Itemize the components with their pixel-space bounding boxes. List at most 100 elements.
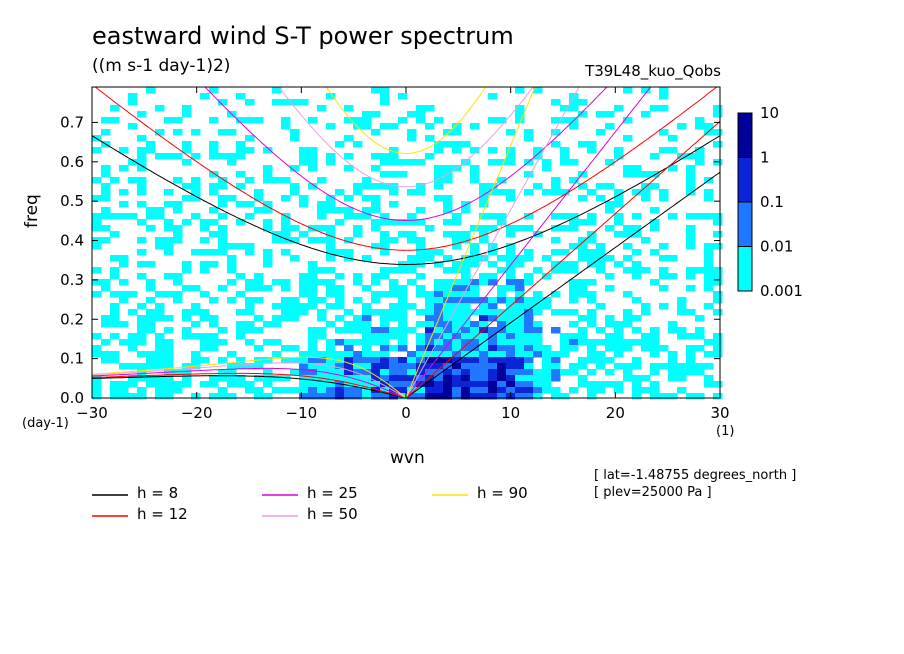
spectrum-cell (164, 375, 174, 382)
spectrum-cell (578, 219, 588, 226)
spectrum-cell (515, 303, 525, 310)
spectrum-cell (497, 315, 507, 322)
spectrum-cell (623, 231, 633, 238)
spectrum-cell (110, 231, 120, 238)
spectrum-cell (353, 225, 363, 232)
spectrum-cell (695, 153, 705, 160)
spectrum-cell (443, 129, 453, 136)
spectrum-cell (479, 393, 489, 400)
spectrum-cell (470, 243, 480, 250)
spectrum-cell (470, 387, 480, 394)
spectrum-cell (443, 207, 453, 214)
spectrum-cell (506, 357, 516, 364)
spectrum-cell (461, 393, 471, 400)
spectrum-cell (434, 309, 444, 316)
spectrum-cell (317, 207, 327, 214)
spectrum-cell (218, 225, 228, 232)
spectrum-cell (578, 327, 588, 334)
spectrum-cell (137, 183, 147, 190)
spectrum-cell (515, 357, 525, 364)
spectrum-cell (524, 381, 534, 388)
spectrum-cell (200, 381, 210, 388)
spectrum-cell (146, 381, 156, 388)
spectrum-cell (641, 87, 651, 94)
spectrum-cell (164, 315, 174, 322)
spectrum-cell (380, 375, 390, 382)
spectrum-cell (497, 267, 507, 274)
spectrum-cell (524, 171, 534, 178)
spectrum-cell (371, 153, 381, 160)
spectrum-cell (281, 375, 291, 382)
spectrum-cell (614, 219, 624, 226)
spectrum-cell (506, 195, 516, 202)
spectrum-cell (200, 357, 210, 364)
spectrum-cell (596, 243, 606, 250)
spectrum-cell (614, 231, 624, 238)
spectrum-cell (371, 387, 381, 394)
spectrum-cell (308, 225, 318, 232)
y-tick-label: 0.1 (60, 350, 84, 368)
spectrum-cell (605, 369, 615, 376)
spectrum-cell (605, 123, 615, 130)
spectrum-cell (92, 291, 102, 298)
spectrum-cell (272, 351, 282, 358)
spectrum-cell (614, 195, 624, 202)
spectrum-cell (335, 297, 345, 304)
y-axis-unit: (day-1) (22, 416, 69, 431)
spectrum-cell (695, 117, 705, 124)
y-tick-label: 0.3 (60, 271, 84, 289)
spectrum-cell (488, 315, 498, 322)
spectrum-cell (209, 375, 219, 382)
spectrum-cell (317, 351, 327, 358)
spectrum-cell (317, 297, 327, 304)
spectrum-cell (686, 189, 696, 196)
spectrum-cell (542, 381, 552, 388)
spectrum-cell (245, 297, 255, 304)
spectrum-cell (326, 225, 336, 232)
spectrum-cell (506, 159, 516, 166)
spectrum-cell (344, 393, 354, 400)
spectrum-cell (497, 159, 507, 166)
spectrum-cell (515, 369, 525, 376)
spectrum-cell (254, 189, 264, 196)
spectrum-cell (281, 279, 291, 286)
spectrum-cell (569, 339, 579, 346)
spectrum-cell (569, 99, 579, 106)
spectrum-cell (335, 375, 345, 382)
spectrum-cell (416, 333, 426, 340)
spectrum-cell (191, 189, 201, 196)
spectrum-cell (236, 201, 246, 208)
spectrum-cell (533, 321, 543, 328)
spectrum-cell (677, 333, 687, 340)
spectrum-cell (461, 279, 471, 286)
spectrum-cell (686, 165, 696, 172)
spectrum-cell (137, 165, 147, 172)
spectrum-cell (245, 201, 255, 208)
spectrum-cell (461, 387, 471, 394)
spectrum-cell (569, 291, 579, 298)
spectrum-cell (164, 225, 174, 232)
spectrum-cell (470, 225, 480, 232)
spectrum-cell (389, 381, 399, 388)
spectrum-cell (659, 105, 669, 112)
spectrum-cell (119, 165, 129, 172)
spectrum-cell (560, 369, 570, 376)
spectrum-cell (551, 117, 561, 124)
spectrum-cell (443, 351, 453, 358)
spectrum-cell (524, 189, 534, 196)
spectrum-cell (371, 291, 381, 298)
spectrum-cell (272, 237, 282, 244)
spectrum-cell (227, 297, 237, 304)
spectrum-cell (704, 381, 714, 388)
spectrum-cell (686, 345, 696, 352)
spectrum-cell (515, 381, 525, 388)
spectrum-cell (551, 375, 561, 382)
spectrum-cell (362, 363, 372, 370)
spectrum-cell (182, 147, 192, 154)
pressure-level-info: [ plev=25000 Pa ] (594, 485, 712, 500)
spectrum-cell (416, 321, 426, 328)
spectrum-cell (326, 393, 336, 400)
spectrum-cell (335, 303, 345, 310)
spectrum-cell (344, 195, 354, 202)
spectrum-cell (281, 225, 291, 232)
